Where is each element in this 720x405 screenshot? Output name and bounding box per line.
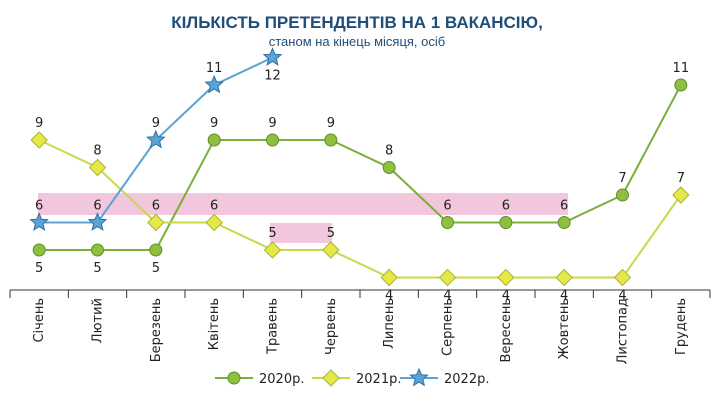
data-label: 11 — [206, 61, 223, 76]
data-label: 4 — [443, 289, 451, 304]
legend-label: 2022р. — [444, 372, 489, 387]
data-label: 7 — [677, 171, 685, 186]
x-tick-label: Серпень — [441, 298, 456, 356]
series-markers — [29, 47, 690, 287]
data-point — [30, 131, 48, 149]
data-label: 5 — [327, 226, 335, 241]
data-point — [204, 74, 224, 94]
legend-marker — [409, 367, 429, 387]
data-label: 4 — [502, 289, 510, 304]
data-point — [91, 243, 104, 257]
data-label: 6 — [443, 199, 451, 214]
x-tick-label: Жовтень — [557, 298, 572, 359]
data-label: 9 — [210, 116, 218, 131]
data-point — [672, 186, 690, 204]
data-point — [438, 268, 457, 287]
data-label: 5 — [93, 261, 101, 276]
series-line — [38, 139, 682, 279]
data-label: 4 — [385, 289, 393, 304]
data-label: 5 — [35, 261, 43, 276]
data-label: 6 — [35, 199, 43, 214]
highlight-bands — [38, 193, 568, 243]
data-label: 4 — [560, 289, 568, 304]
series-line — [39, 84, 682, 251]
data-label: 12 — [264, 69, 281, 84]
data-point — [263, 241, 282, 259]
data-point — [322, 241, 340, 259]
data-point — [441, 216, 454, 229]
data-label: 5 — [268, 226, 276, 241]
highlight-band-wide — [38, 193, 568, 215]
data-label: 9 — [268, 116, 276, 131]
data-point — [147, 213, 165, 232]
data-label: 6 — [210, 199, 218, 214]
legend-marker — [322, 369, 340, 387]
data-point — [674, 78, 688, 92]
data-label: 8 — [385, 144, 393, 159]
data-point — [616, 188, 629, 202]
data-point — [262, 47, 283, 66]
x-tick-label: Січень — [32, 298, 47, 343]
chart-title: КІЛЬКІСТЬ ПРЕТЕНДЕНТІВ НА 1 ВАКАНСІЮ, — [171, 13, 543, 32]
x-tick-label: Лютий — [91, 298, 106, 343]
data-label: 7 — [618, 171, 626, 186]
data-label: 9 — [327, 116, 335, 131]
legend-label: 2020р. — [259, 372, 304, 387]
chart-subtitle: станом на кінець місяця, осіб — [269, 34, 445, 49]
data-point — [380, 268, 398, 287]
data-label: 6 — [560, 199, 568, 214]
data-point — [382, 161, 396, 174]
x-tick-label: Травень — [266, 298, 281, 355]
legend: 2020р. 2021р. 2022р. — [215, 367, 489, 387]
x-tick-label: Червень — [324, 298, 339, 355]
data-label: 11 — [673, 61, 690, 76]
data-point — [324, 133, 338, 147]
data-point — [497, 268, 515, 287]
data-label: 9 — [152, 116, 160, 131]
x-tick-label: Вересень — [499, 298, 514, 362]
data-point — [557, 216, 571, 229]
data-point — [88, 158, 107, 177]
x-tick-label: Листопад — [616, 298, 631, 364]
x-tick-label: Грудень — [674, 298, 689, 355]
data-point — [555, 268, 573, 287]
x-tick-label: Липень — [382, 298, 397, 349]
legend-marker — [227, 371, 241, 385]
data-point — [207, 133, 221, 147]
data-label: 5 — [152, 261, 160, 276]
data-point — [32, 243, 46, 257]
highlight-band-small — [270, 223, 332, 243]
data-point — [205, 213, 223, 232]
x-tick-label: Квітень — [207, 298, 222, 350]
data-label: 4 — [618, 289, 626, 304]
x-axis: Січень Лютий Березень Квітень Травень Червень… — [9, 289, 711, 364]
data-point — [266, 133, 279, 147]
data-point — [499, 216, 513, 229]
data-label: 6 — [152, 199, 160, 214]
data-label: 8 — [93, 144, 101, 159]
data-point — [613, 268, 632, 287]
data-label: 6 — [502, 199, 510, 214]
data-point — [146, 129, 166, 149]
data-label: 9 — [35, 116, 43, 131]
data-point — [87, 212, 108, 231]
x-tick-label: Березень — [149, 298, 164, 362]
data-point — [29, 212, 49, 231]
data-point — [149, 243, 163, 257]
data-label: 6 — [93, 199, 101, 214]
series-lines — [38, 56, 682, 279]
data-labels: 5 5 5 9 9 9 8 6 6 6 7 11 9 8 6 6 5 5 4 4 4 4 4 7 6 6 9 11 12 — [35, 61, 689, 304]
legend-label: 2021р. — [356, 372, 401, 387]
